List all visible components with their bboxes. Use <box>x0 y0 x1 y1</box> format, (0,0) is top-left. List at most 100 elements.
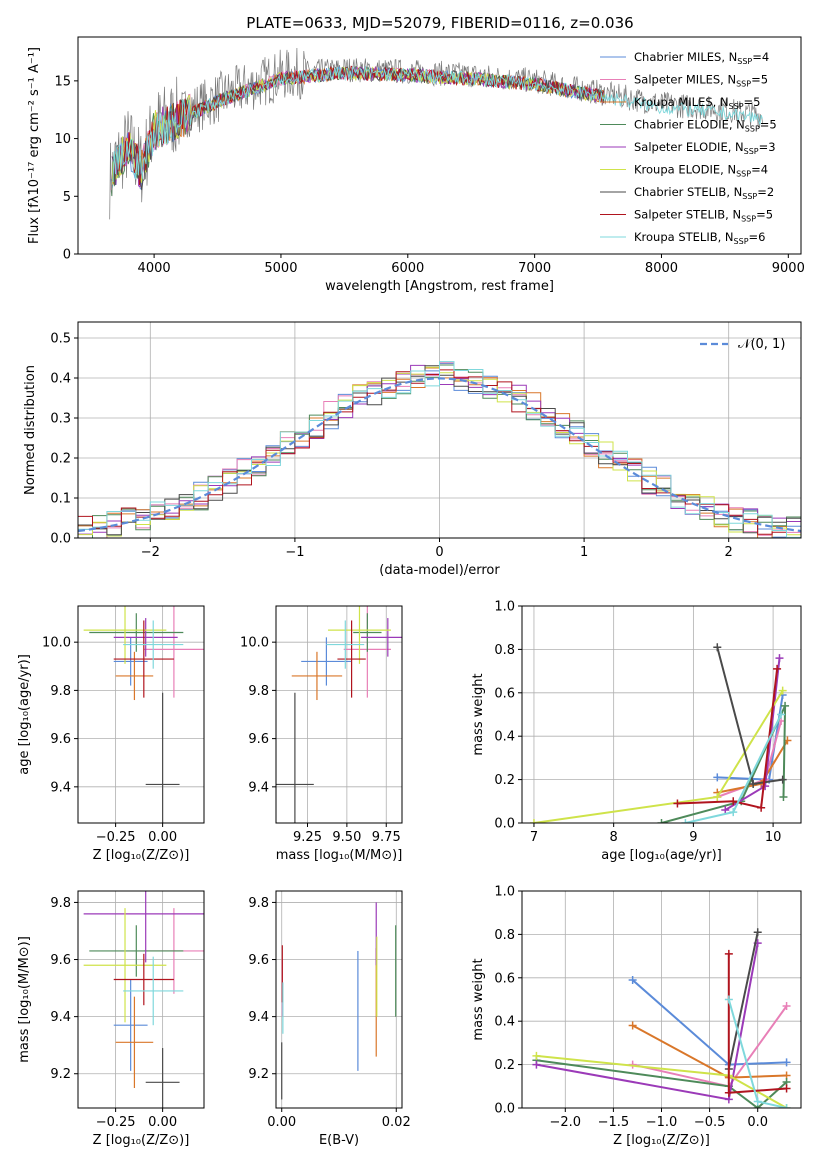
plot-age_vs_Z: −0.25 0.00 9.4 9.6 9.8 10.0 Z [log₁₀(Z/Z⊙)] age… <box>17 605 205 863</box>
y-tick-label: 9.6 <box>248 953 269 968</box>
plot-area <box>281 902 397 1100</box>
plot-area <box>78 361 801 538</box>
y-axis-label: mass weight <box>471 673 486 755</box>
legend-entry: Chabrier MILES, NSSP=4 <box>634 50 769 66</box>
legend-entry: Chabrier STELIB, NSSP=2 <box>634 185 774 201</box>
weight-marker <box>775 654 784 663</box>
y-tick-label: 9.4 <box>248 1010 269 1025</box>
y-tick-label: 10.0 <box>42 636 71 651</box>
weight-marker <box>779 792 788 801</box>
y-tick-label: 0.1 <box>50 492 71 507</box>
x-axis-label: Z [log₁₀(Z/Z⊙)] <box>613 1133 710 1148</box>
plot-mass_vs_Z: −0.25 0.00 9.2 9.4 9.6 9.8 Z [log₁₀(Z/Z⊙)] mass… <box>17 890 205 1148</box>
y-tick-label: 9.8 <box>50 684 71 699</box>
plot-area <box>83 891 204 1108</box>
y-tick-label: 9.4 <box>50 780 71 795</box>
weight-marker <box>782 1104 791 1108</box>
x-tick-label: −2 <box>141 545 160 560</box>
y-tick-label: 1.0 <box>494 600 515 615</box>
y-tick-label: 0.2 <box>494 773 515 788</box>
plot-weight_vs_Z: −2.0 −1.5 −1.0 −0.5 0.0 0.0 0.2 0.4 0.6 0.8 1.0 Z [… <box>471 885 802 1148</box>
legend-entry: Kroupa ELODIE, NSSP=4 <box>634 163 768 179</box>
weight-marker <box>773 664 782 673</box>
x-tick-label: 9 <box>689 830 697 845</box>
y-tick-label: 0.6 <box>494 971 515 986</box>
y-tick-label: 0.2 <box>494 1058 515 1073</box>
plot-area <box>109 47 764 220</box>
x-tick-label: 0.02 <box>382 1115 411 1130</box>
weight-line-kroupa-miles <box>717 739 789 794</box>
y-tick-label: 0.6 <box>494 686 515 701</box>
legend-entry: Kroupa STELIB, NSSP=6 <box>634 230 765 246</box>
x-tick-label: 6000 <box>391 261 424 276</box>
plot-area <box>83 606 204 823</box>
x-tick-label: 5000 <box>264 261 297 276</box>
axes-frame <box>275 890 403 1109</box>
y-tick-label: 0.4 <box>50 372 71 387</box>
y-tick-label: 0.4 <box>494 1015 515 1030</box>
spectrum-legend: Chabrier MILES, NSSP=4 Salpeter MILES, NS… <box>600 50 777 246</box>
weight-marker <box>532 1060 541 1069</box>
weight-marker <box>628 975 637 984</box>
plot-age_vs_mass: 9.25 9.50 9.75 9.4 9.6 9.8 10.0 mass [log₁₀(M/M… <box>240 605 403 863</box>
weight-marker <box>532 1051 541 1060</box>
axes-frame <box>77 36 802 255</box>
weight-marker <box>729 808 738 817</box>
weight-marker <box>753 1097 762 1106</box>
weight-marker <box>729 797 738 806</box>
x-tick-label: 8000 <box>645 261 678 276</box>
weight-marker <box>782 1084 791 1093</box>
weight-marker <box>657 819 666 823</box>
x-tick-label: −0.25 <box>96 1115 136 1130</box>
x-tick-label: 7 <box>530 830 538 845</box>
data-spectrum-line <box>109 47 764 220</box>
axes-frame <box>77 890 205 1109</box>
y-tick-label: 5 <box>63 190 71 205</box>
x-axis-label: age [log₁₀(age/yr)] <box>601 848 722 863</box>
plot-weight_vs_age: 7 8 9 10 0.0 0.2 0.4 0.6 0.8 1.0 age [log₁₀(age/yr… <box>471 600 802 863</box>
x-tick-label: 0.0 <box>747 1115 768 1130</box>
y-tick-label: 15 <box>54 74 71 89</box>
y-axis-label: Flux [fλ10⁻¹⁷ erg cm⁻² s⁻¹ A⁻¹] <box>27 47 42 244</box>
figure-title: PLATE=0633, MJD=52079, FIBERID=0116, z=0… <box>246 14 633 32</box>
weight-marker <box>782 1002 791 1011</box>
legend-entry: Kroupa MILES, NSSP=5 <box>634 95 760 111</box>
x-tick-label: −0.5 <box>694 1115 726 1130</box>
weight-marker <box>681 819 690 823</box>
y-tick-label: 0.8 <box>494 643 515 658</box>
x-tick-label: 0.00 <box>148 830 177 845</box>
plot-spectrum: 4000 5000 6000 7000 8000 9000 0 5 10 15 wavelength… <box>27 36 805 294</box>
y-tick-label: 0.2 <box>50 452 71 467</box>
weight-marker <box>724 995 733 1004</box>
weight-marker <box>757 803 766 812</box>
weight-marker <box>761 782 770 791</box>
weight-line-chabrier-elodie <box>536 1059 788 1108</box>
y-tick-label: 10 <box>54 132 71 147</box>
x-tick-label: 9.25 <box>293 830 322 845</box>
y-tick-label: 0 <box>63 248 71 263</box>
y-tick-label: 9.8 <box>50 896 71 911</box>
y-tick-label: 9.4 <box>50 1010 71 1025</box>
weight-marker <box>781 701 790 710</box>
y-tick-label: 0.0 <box>494 1102 515 1117</box>
plot-residuals: −2 −1 0 1 2 0.0 0.1 0.2 0.3 0.4 0.5 (data-model)/er… <box>23 321 802 578</box>
x-tick-label: 7000 <box>518 261 551 276</box>
weight-marker <box>778 686 787 695</box>
y-tick-label: 9.6 <box>50 732 71 747</box>
y-tick-label: 9.6 <box>50 953 71 968</box>
y-tick-label: 0.5 <box>50 332 71 347</box>
x-axis-label: (data-model)/error <box>379 563 500 578</box>
x-tick-label: −1.5 <box>598 1115 630 1130</box>
y-tick-label: 9.2 <box>248 1067 269 1082</box>
weight-line-chabrier-stelib <box>727 931 759 1070</box>
y-tick-label: 1.0 <box>494 885 515 900</box>
x-tick-label: −2.0 <box>550 1115 582 1130</box>
legend-entry: 𝒩(0, 1) <box>738 337 785 352</box>
x-tick-label: 9.75 <box>372 830 401 845</box>
legend-entry: Chabrier ELODIE, NSSP=5 <box>634 118 777 134</box>
weight-marker <box>724 949 733 958</box>
y-tick-label: 9.8 <box>248 896 269 911</box>
x-tick-label: 9.50 <box>332 830 361 845</box>
